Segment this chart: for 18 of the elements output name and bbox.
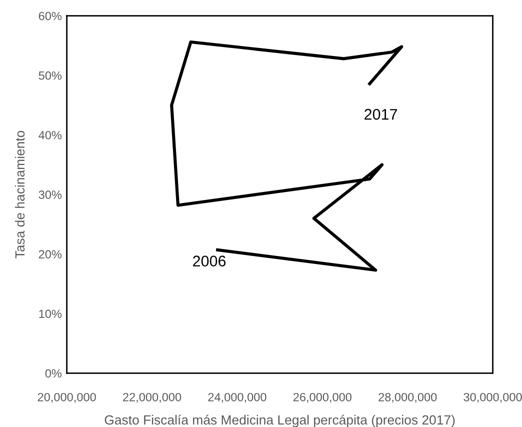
- y-tick-label: 0%: [45, 369, 62, 378]
- y-tick-label: 30%: [38, 190, 62, 199]
- y-tick-label: 60%: [38, 12, 62, 20]
- x-tick-label: 30,000,000: [464, 392, 522, 403]
- y-tick-label: 40%: [38, 130, 62, 140]
- y-tick-label: 10%: [39, 310, 62, 318]
- x-axis-title: Gasto Fiscalía más Medicina Legal percápita (precios 2017): [104, 414, 455, 427]
- y-tick-label: 20%: [38, 250, 62, 258]
- x-tick-label: 20,000,000: [38, 392, 96, 403]
- annotation: 2017: [364, 108, 398, 120]
- annotation: 2006: [193, 256, 226, 266]
- x-tick-label: 24,000,000: [208, 392, 266, 403]
- line-series: [170, 40, 404, 272]
- x-tick-label: 28,000,000: [378, 392, 437, 403]
- y-tick-label: 50%: [38, 71, 62, 80]
- y-axis-title: Tasa de hacinamiento: [14, 130, 25, 258]
- x-tick-label: 26,000,000: [293, 392, 352, 403]
- x-tick-label: 22,000,000: [123, 392, 182, 403]
